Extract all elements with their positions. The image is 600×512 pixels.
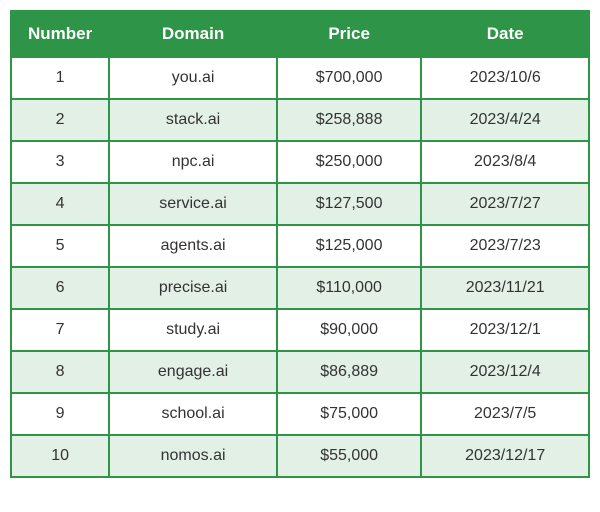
header-row: Number Domain Price Date	[11, 11, 589, 57]
table-cell: stack.ai	[109, 99, 277, 141]
table-cell: 7	[11, 309, 109, 351]
table-cell: you.ai	[109, 57, 277, 99]
table-cell: study.ai	[109, 309, 277, 351]
table-cell: $258,888	[277, 99, 422, 141]
table-cell: 2023/7/23	[421, 225, 589, 267]
header-number: Number	[11, 11, 109, 57]
table-row: 7study.ai$90,0002023/12/1	[11, 309, 589, 351]
table-cell: 2	[11, 99, 109, 141]
header-date: Date	[421, 11, 589, 57]
table-cell: 4	[11, 183, 109, 225]
table-row: 1you.ai$700,0002023/10/6	[11, 57, 589, 99]
table-cell: 2023/7/5	[421, 393, 589, 435]
table-cell: 2023/12/4	[421, 351, 589, 393]
table-cell: 2023/12/1	[421, 309, 589, 351]
table-cell: engage.ai	[109, 351, 277, 393]
table-cell: 2023/11/21	[421, 267, 589, 309]
table-cell: 9	[11, 393, 109, 435]
table-row: 3npc.ai$250,0002023/8/4	[11, 141, 589, 183]
table-cell: 2023/8/4	[421, 141, 589, 183]
table-cell: $127,500	[277, 183, 422, 225]
table-cell: 2023/12/17	[421, 435, 589, 477]
table-cell: agents.ai	[109, 225, 277, 267]
table-cell: $86,889	[277, 351, 422, 393]
table-cell: 3	[11, 141, 109, 183]
table-row: 9school.ai$75,0002023/7/5	[11, 393, 589, 435]
table-cell: $250,000	[277, 141, 422, 183]
table-row: 5agents.ai$125,0002023/7/23	[11, 225, 589, 267]
table-row: 4service.ai$127,5002023/7/27	[11, 183, 589, 225]
table-cell: $125,000	[277, 225, 422, 267]
header-domain: Domain	[109, 11, 277, 57]
table-row: 10nomos.ai$55,0002023/12/17	[11, 435, 589, 477]
table-cell: 6	[11, 267, 109, 309]
table-cell: 8	[11, 351, 109, 393]
table-row: 2stack.ai$258,8882023/4/24	[11, 99, 589, 141]
table-cell: nomos.ai	[109, 435, 277, 477]
header-price: Price	[277, 11, 422, 57]
table-cell: service.ai	[109, 183, 277, 225]
table-cell: npc.ai	[109, 141, 277, 183]
table-cell: 2023/4/24	[421, 99, 589, 141]
table-cell: 2023/10/6	[421, 57, 589, 99]
table-cell: school.ai	[109, 393, 277, 435]
table-row: 8engage.ai$86,8892023/12/4	[11, 351, 589, 393]
table-cell: 2023/7/27	[421, 183, 589, 225]
table-cell: 1	[11, 57, 109, 99]
table-cell: $90,000	[277, 309, 422, 351]
table-cell: $700,000	[277, 57, 422, 99]
table-cell: 10	[11, 435, 109, 477]
data-table: Number Domain Price Date 1you.ai$700,000…	[10, 10, 590, 478]
domain-sales-table: Number Domain Price Date 1you.ai$700,000…	[10, 10, 590, 478]
table-cell: 5	[11, 225, 109, 267]
table-cell: $55,000	[277, 435, 422, 477]
table-cell: $75,000	[277, 393, 422, 435]
table-row: 6precise.ai$110,0002023/11/21	[11, 267, 589, 309]
table-cell: $110,000	[277, 267, 422, 309]
table-cell: precise.ai	[109, 267, 277, 309]
